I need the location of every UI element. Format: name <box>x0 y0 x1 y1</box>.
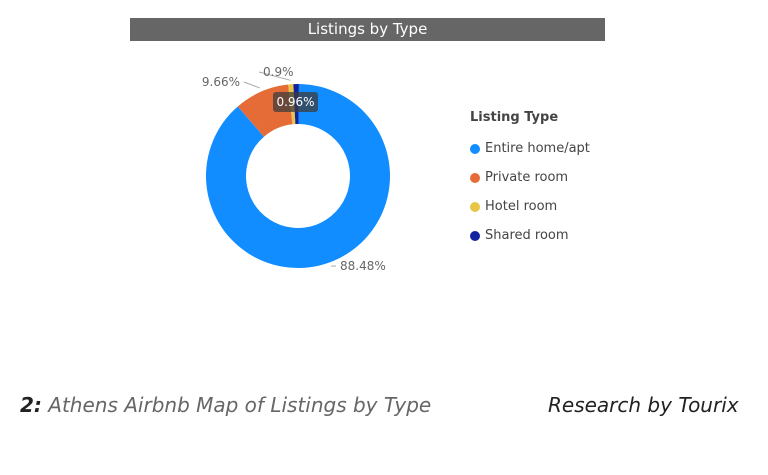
slice-entire-home-apt[interactable] <box>206 84 391 268</box>
legend-label: Shared room <box>485 228 569 243</box>
credit: Research by Tourix <box>548 393 739 417</box>
legend-dot-icon <box>470 143 480 154</box>
data-label: 88.48% <box>340 259 386 273</box>
caption: 2: Athens Airbnb Map of Listings by Type <box>20 393 431 417</box>
legend-dot-icon <box>470 201 480 212</box>
legend-item[interactable]: Hotel room <box>470 192 590 221</box>
legend-item[interactable]: Private room <box>470 163 590 192</box>
legend-item[interactable]: Entire home/apt <box>470 134 590 163</box>
caption-text: Athens Airbnb Map of Listings by Type <box>41 393 432 417</box>
data-label: 9.66% <box>202 75 240 89</box>
legend-label: Hotel room <box>485 199 558 214</box>
leader-line <box>243 81 260 89</box>
legend-label: Entire home/apt <box>485 141 590 156</box>
legend-dot-icon <box>470 230 480 241</box>
data-label: 0.9% <box>263 65 294 79</box>
chart-title: Listings by Type <box>130 18 605 41</box>
legend: Listing Type Entire home/apt Private room… <box>470 110 590 250</box>
legend-title: Listing Type <box>470 110 559 125</box>
caption-number: 2: <box>20 393 42 417</box>
tooltip: 0.96% <box>273 92 318 112</box>
legend-item[interactable]: Shared room <box>470 221 590 250</box>
legend-dot-icon <box>470 172 480 183</box>
legend-label: Private room <box>485 170 569 185</box>
leader-line <box>258 71 291 81</box>
